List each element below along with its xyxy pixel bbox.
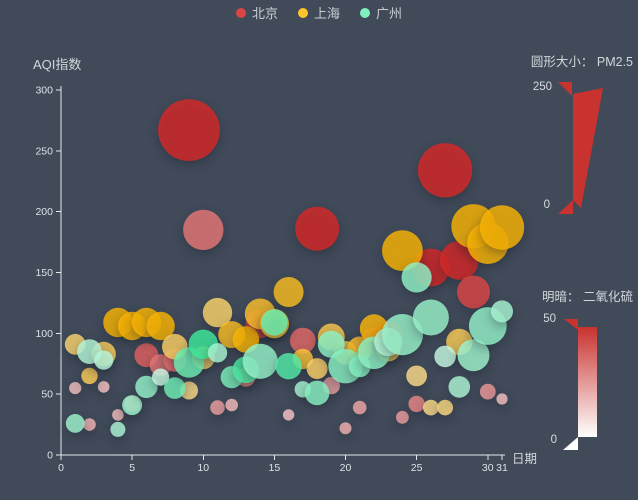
bubble-shanghai-day7[interactable] xyxy=(146,311,175,341)
bubble-shanghai-day11[interactable] xyxy=(202,297,233,328)
visualmap-lightness-max-label: 50 xyxy=(543,313,556,325)
bubble-guangzhou-day4[interactable] xyxy=(110,421,126,437)
visualmap-lightness[interactable] xyxy=(558,316,606,458)
bubble-guangzhou-day11[interactable] xyxy=(207,343,228,363)
x-tick-label: 20 xyxy=(340,462,352,474)
bubble-beijing-day2[interactable] xyxy=(83,418,96,431)
bubble-guangzhou-day28[interactable] xyxy=(448,376,471,398)
visualmap-lightness-bottom-handle[interactable] xyxy=(563,437,578,450)
bubble-guangzhou-day16[interactable] xyxy=(275,353,302,380)
visualmap-size[interactable] xyxy=(554,78,610,220)
bubble-guangzhou-day15[interactable] xyxy=(261,309,288,336)
legend-item-shanghai[interactable]: 上海 xyxy=(297,5,340,21)
legend: 北京 上海 广州 xyxy=(0,3,638,23)
visualmap-lightness-gradient-bar[interactable] xyxy=(578,327,597,437)
visualmap-lightness-top-handle[interactable] xyxy=(564,319,578,330)
bubble-guangzhou-day5[interactable] xyxy=(122,395,143,416)
bubble-beijing-day1[interactable] xyxy=(69,382,82,395)
bubble-beijing-day25[interactable] xyxy=(408,395,425,413)
visualmap-size-wedge[interactable] xyxy=(573,88,603,208)
bubble-guangzhou-day8[interactable] xyxy=(164,377,186,399)
bubble-shanghai-day25[interactable] xyxy=(406,365,427,387)
legend-dot-beijing xyxy=(235,8,246,18)
bubble-beijing-day12[interactable] xyxy=(225,398,238,412)
legend-item-guangzhou[interactable]: 广州 xyxy=(360,7,402,20)
bubble-beijing-day27[interactable] xyxy=(417,143,473,198)
bubble-guangzhou-day27[interactable] xyxy=(434,345,456,368)
bubble-beijing-day21[interactable] xyxy=(352,400,367,415)
visualmap-size-top-handle[interactable] xyxy=(558,82,572,96)
legend-label-guangzhou: 广州 xyxy=(376,5,403,21)
bubble-shanghai-day24[interactable] xyxy=(382,230,423,271)
bubble-guangzhou-day6[interactable] xyxy=(135,375,158,399)
legend-dot-guangzhou xyxy=(360,8,370,18)
legend-label-beijing: 北京 xyxy=(251,5,278,21)
visualmap-lightness-title: 明暗： 二氧化硫 xyxy=(542,290,633,304)
visualmap-size-max-label: 250 xyxy=(532,81,552,93)
y-tick-label: 300 xyxy=(35,85,53,97)
x-axis-title: 日期 xyxy=(512,452,538,466)
y-tick-label: 150 xyxy=(35,267,53,279)
bubble-guangzhou-day29[interactable] xyxy=(457,339,490,372)
visualmap-size-min-label: 0 xyxy=(543,199,550,211)
x-tick-label: 10 xyxy=(197,462,209,474)
y-tick-label: 0 xyxy=(47,450,53,462)
bubble-beijing-day24[interactable] xyxy=(396,410,409,424)
y-tick-label: 200 xyxy=(35,206,53,218)
legend-item-beijing[interactable]: 北京 xyxy=(235,5,278,21)
x-tick-label: 5 xyxy=(129,462,135,474)
x-tick-label: 0 xyxy=(58,462,64,474)
x-tick-label: 30 xyxy=(482,462,494,474)
bubble-guangzhou-day7[interactable] xyxy=(152,368,170,386)
bubble-beijing-day29[interactable] xyxy=(457,275,490,309)
bubble-beijing-day20[interactable] xyxy=(339,422,352,435)
x-tick-label: 15 xyxy=(269,462,281,474)
visualmap-size-bottom-handle[interactable] xyxy=(558,200,573,214)
bubble-beijing-day4[interactable] xyxy=(112,409,124,421)
bubble-guangzhou-day3[interactable] xyxy=(94,350,114,370)
visualmap-lightness-min-label: 0 xyxy=(550,434,557,446)
bubble-shanghai-day27[interactable] xyxy=(437,399,453,416)
bubble-beijing-day3[interactable] xyxy=(97,381,110,393)
legend-dot-shanghai xyxy=(297,8,308,18)
bubble-guangzhou-day1[interactable] xyxy=(65,414,85,433)
y-tick-label: 250 xyxy=(35,145,53,157)
bubble-beijing-day10[interactable] xyxy=(183,209,224,251)
bubble-shanghai-day18[interactable] xyxy=(306,358,328,380)
y-tick-label: 100 xyxy=(35,328,53,340)
x-tick-label: 25 xyxy=(411,462,423,474)
bubble-guangzhou-day25[interactable] xyxy=(401,262,432,293)
bubble-guangzhou-day24[interactable] xyxy=(381,314,423,356)
bubble-beijing-day30[interactable] xyxy=(479,383,496,400)
x-tick-label: 31 xyxy=(496,462,508,474)
bubble-shanghai-day31[interactable] xyxy=(479,205,525,250)
bubble-guangzhou-day18[interactable] xyxy=(304,380,330,406)
bubble-beijing-day18[interactable] xyxy=(295,206,340,251)
bubble-shanghai-day16[interactable] xyxy=(273,277,304,307)
y-tick-label: 50 xyxy=(41,389,53,401)
bubble-shanghai-day26[interactable] xyxy=(423,399,439,416)
bubble-guangzhou-day31[interactable] xyxy=(491,300,513,323)
bubble-beijing-day31[interactable] xyxy=(496,393,508,405)
bubble-shanghai-day2[interactable] xyxy=(81,367,98,385)
visualmap-size-title: 圆形大小： PM2.5 xyxy=(530,55,633,69)
bubble-beijing-day16[interactable] xyxy=(282,409,295,421)
y-axis-title: AQI指数 xyxy=(33,57,82,72)
legend-label-shanghai: 上海 xyxy=(313,5,340,21)
bubble-beijing-day9[interactable] xyxy=(158,99,220,161)
bubble-guangzhou-day26[interactable] xyxy=(412,299,449,336)
bubble-guangzhou-day14[interactable] xyxy=(242,343,278,379)
bubble-beijing-day17[interactable] xyxy=(289,327,316,354)
bubble-beijing-day11[interactable] xyxy=(210,400,225,415)
